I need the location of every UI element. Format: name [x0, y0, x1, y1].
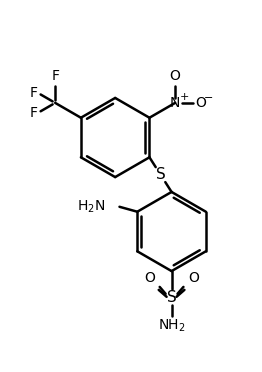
Text: −: −: [204, 93, 213, 103]
Text: O: O: [188, 271, 199, 285]
Text: F: F: [30, 86, 38, 100]
Text: N: N: [170, 96, 180, 110]
Text: O: O: [144, 271, 155, 285]
Text: NH$_2$: NH$_2$: [158, 318, 185, 334]
Text: O: O: [195, 96, 206, 110]
Text: S: S: [167, 290, 176, 305]
Text: F: F: [51, 69, 59, 83]
Text: F: F: [30, 106, 38, 120]
Text: +: +: [180, 92, 189, 102]
Text: S: S: [156, 167, 165, 182]
Text: H$_2$N: H$_2$N: [78, 199, 106, 215]
Text: O: O: [170, 69, 181, 83]
